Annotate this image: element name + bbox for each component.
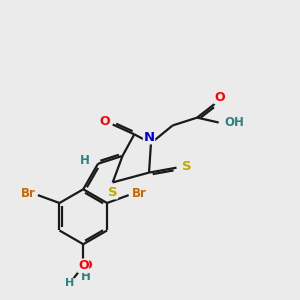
Text: H: H [81, 270, 91, 283]
Text: Br: Br [21, 187, 35, 200]
Text: O: O [78, 259, 88, 272]
Text: O: O [100, 115, 110, 128]
Text: H: H [80, 154, 90, 167]
Text: S: S [182, 160, 191, 173]
Text: OH: OH [224, 116, 244, 129]
Text: O: O [214, 91, 225, 103]
Text: S: S [108, 186, 118, 199]
Text: O: O [81, 259, 92, 272]
Text: N: N [143, 131, 155, 144]
Text: Br: Br [132, 187, 147, 200]
Text: H: H [65, 278, 74, 289]
